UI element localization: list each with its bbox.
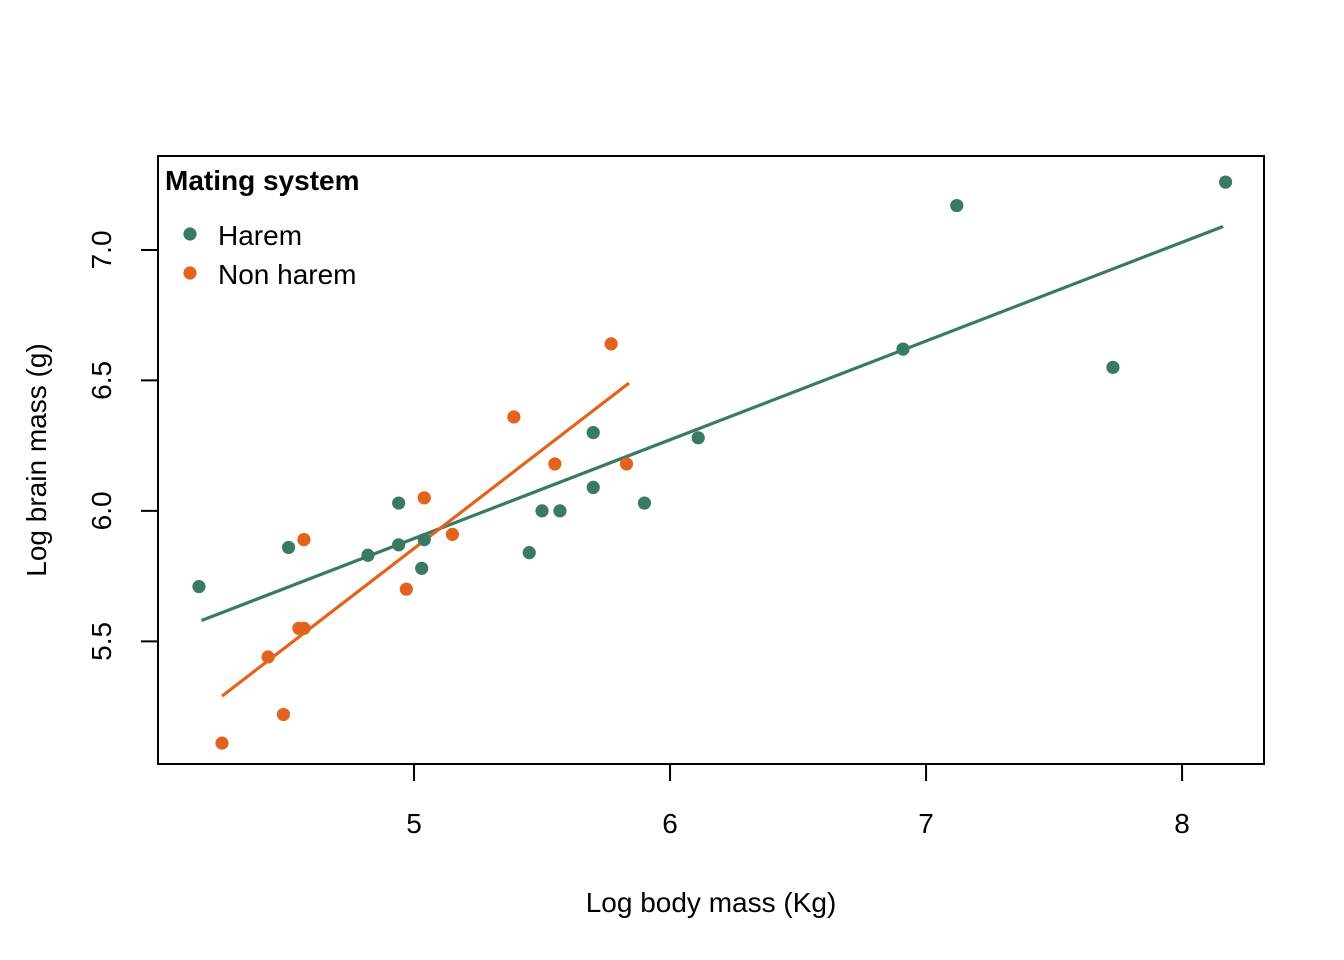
point-non-harem — [507, 410, 521, 424]
data-points — [192, 175, 1233, 750]
x-tick-label: 8 — [1174, 808, 1190, 839]
point-harem — [415, 561, 429, 575]
point-non-harem — [215, 736, 229, 750]
point-harem — [281, 540, 296, 555]
x-tick-label: 7 — [918, 808, 934, 839]
point-non-harem — [417, 491, 431, 505]
point-non-harem — [297, 621, 311, 635]
point-non-harem — [548, 457, 562, 471]
point-non-harem — [261, 650, 275, 664]
point-harem — [417, 532, 431, 547]
y-tick-label: 6.5 — [86, 361, 117, 400]
legend-label-harem: Harem — [218, 220, 302, 251]
point-non-harem — [604, 337, 618, 351]
point-harem — [586, 426, 600, 440]
point-harem — [522, 546, 536, 560]
fit-lines — [200, 224, 1224, 698]
legend-marker-non-harem — [183, 266, 197, 280]
x-tick-label: 6 — [662, 808, 678, 839]
point-harem — [586, 480, 600, 494]
y-tick-label: 6.0 — [86, 491, 117, 530]
point-harem — [392, 538, 406, 552]
legend-title: Mating system — [165, 165, 360, 196]
point-non-harem — [399, 582, 413, 596]
y-axis: 5.5 6.0 6.5 7.0 — [86, 230, 159, 661]
point-harem — [192, 579, 206, 594]
point-harem — [950, 198, 964, 213]
y-axis-title: Log brain mass (g) — [21, 343, 52, 576]
legend-marker-harem — [183, 227, 197, 241]
x-axis: 5 6 7 8 — [406, 763, 1190, 839]
y-tick-label: 7.0 — [86, 230, 117, 269]
point-harem — [553, 504, 567, 518]
y-tick-label: 5.5 — [86, 622, 117, 661]
legend-label-non-harem: Non harem — [218, 259, 357, 290]
point-harem — [896, 342, 910, 356]
x-axis-title: Log body mass (Kg) — [586, 887, 837, 918]
point-non-harem — [276, 707, 291, 722]
point-harem — [361, 548, 375, 562]
point-harem — [691, 431, 705, 445]
point-harem — [392, 496, 406, 510]
legend: Mating system Harem Non harem — [165, 165, 360, 290]
plot-frame — [157, 155, 1265, 765]
point-harem — [1106, 360, 1120, 374]
point-non-harem — [297, 532, 311, 547]
x-tick-label: 5 — [406, 808, 422, 839]
point-harem — [1218, 175, 1233, 189]
point-harem — [535, 504, 549, 518]
point-non-harem — [619, 457, 634, 471]
point-non-harem — [445, 527, 460, 541]
point-harem — [637, 496, 652, 510]
